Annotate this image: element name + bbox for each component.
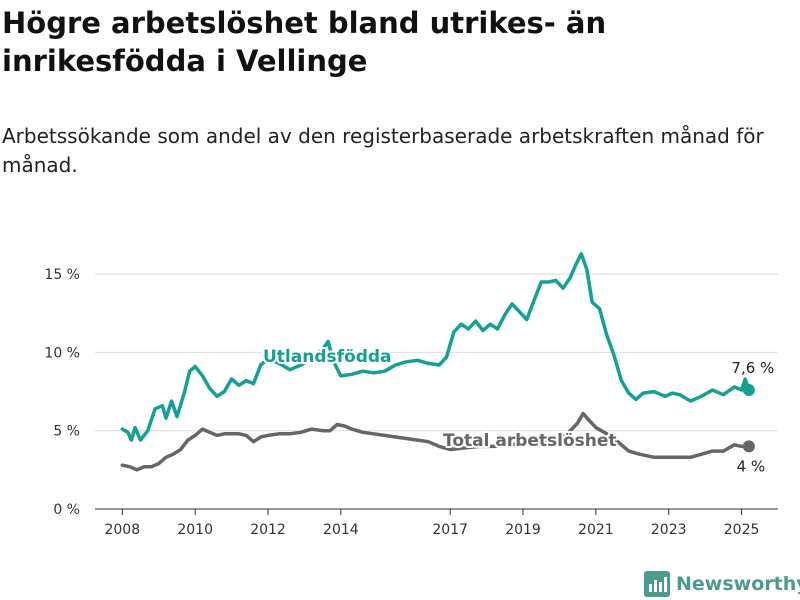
chart-title: Högre arbetslöshet bland utrikes- än inr…	[2, 6, 607, 78]
x-tick-label: 2008	[104, 522, 140, 538]
series-line-utlandsfodda	[120, 252, 751, 442]
y-tick-label: 0 %	[53, 502, 80, 518]
series-label-total: Total arbetslöshet	[443, 431, 617, 451]
gridlines	[95, 273, 778, 432]
series-line-total	[120, 411, 751, 472]
brand-name: Newsworthy	[676, 573, 800, 595]
series-labels: Utlandsfödda Total arbetslöshet 7,6 % 4 %	[261, 345, 774, 475]
x-tick-label: 2010	[177, 522, 213, 538]
x-axis: 2008 2010 2012 2014 2017 2019 2021 2023 2025	[95, 508, 778, 538]
y-axis: 0 % 5 % 10 % 15 %	[44, 267, 80, 518]
x-tick-label: 2021	[578, 522, 614, 538]
brand-logo: Newsworthy	[644, 569, 800, 599]
chart-subtitle: Arbetssökande som andel av den registerb…	[2, 124, 764, 177]
x-tick-label: 2014	[323, 522, 359, 538]
y-tick-label: 15 %	[44, 267, 80, 283]
bar-chart-logo-icon	[644, 571, 670, 597]
end-label-utlandsfodda: 7,6 %	[731, 359, 774, 377]
end-point-total	[742, 440, 755, 453]
series-lines	[120, 252, 755, 472]
x-tick-label: 2025	[724, 522, 760, 538]
x-tick-label: 2023	[651, 522, 687, 538]
end-label-total: 4 %	[737, 457, 766, 475]
y-tick-label: 10 %	[44, 345, 80, 361]
series-label-utlandsfodda: Utlandsfödda	[263, 347, 392, 367]
x-tick-label: 2017	[432, 522, 468, 538]
end-point-utlandsfodda	[742, 384, 755, 397]
x-tick-label: 2019	[505, 522, 541, 538]
x-tick-label: 2012	[250, 522, 286, 538]
y-tick-label: 5 %	[53, 424, 80, 440]
